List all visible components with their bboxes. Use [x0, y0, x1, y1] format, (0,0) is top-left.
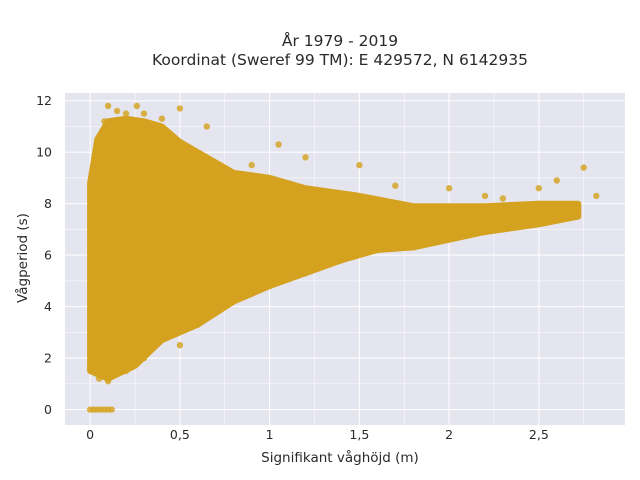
- data-point: [176, 342, 184, 349]
- data-points: [86, 102, 600, 413]
- x-tick-label: 0: [86, 427, 94, 442]
- data-point: [92, 226, 99, 233]
- y-tick-label: 4: [44, 299, 52, 314]
- data-point: [104, 378, 112, 385]
- y-tick-labels: 0 2 4 6 8 10 12: [36, 93, 52, 417]
- data-point: [95, 174, 103, 182]
- data-point: [356, 161, 363, 169]
- data-point: [445, 233, 453, 241]
- x-tick-label: 0,5: [170, 427, 190, 442]
- data-point: [266, 282, 273, 290]
- data-point: [374, 246, 381, 254]
- x-axis-title: Signifikant våghöjd (m): [261, 449, 419, 466]
- data-point: [410, 244, 417, 251]
- data-point: [108, 406, 115, 413]
- chart-title-line1: År 1979 - 2019: [282, 31, 398, 50]
- data-point: [176, 105, 184, 112]
- x-tick-label: 2,5: [529, 427, 549, 442]
- data-point: [194, 321, 201, 328]
- data-point: [140, 354, 148, 362]
- data-point: [140, 110, 148, 117]
- point-density-region: [87, 115, 582, 382]
- data-point: [445, 185, 453, 192]
- y-tick-label: 10: [36, 145, 52, 160]
- data-point: [158, 336, 166, 344]
- x-tick-label: 1: [266, 427, 274, 442]
- data-point: [101, 118, 108, 125]
- data-point: [535, 218, 542, 225]
- x-tick-label: 2: [445, 427, 453, 442]
- data-point: [95, 375, 103, 382]
- data-point: [122, 367, 130, 375]
- data-point: [553, 177, 560, 184]
- x-tick-label: 1,5: [349, 427, 369, 442]
- data-density: [87, 115, 582, 382]
- data-point: [302, 270, 309, 277]
- data-point: [104, 102, 112, 110]
- data-point: [113, 107, 121, 115]
- data-point: [230, 298, 237, 305]
- data-point: [481, 228, 489, 236]
- data-point: [90, 298, 97, 305]
- data-point: [481, 192, 489, 200]
- data-point: [122, 110, 130, 117]
- data-point: [302, 154, 309, 161]
- data-point: [593, 192, 600, 200]
- x-tick-labels: 0 0,5 1 1,5 2 2,5: [86, 427, 549, 442]
- chart-title-line2: Koordinat (Sweref 99 TM): E 429572, N 61…: [152, 51, 528, 69]
- data-point: [275, 141, 282, 148]
- data-point: [86, 365, 94, 372]
- y-tick-label: 6: [44, 248, 52, 263]
- data-point: [158, 115, 166, 122]
- data-point: [499, 195, 507, 202]
- y-axis-title: Vågperiod (s): [14, 213, 31, 303]
- data-point: [248, 161, 255, 169]
- y-tick-label: 0: [44, 402, 52, 417]
- y-tick-label: 2: [44, 351, 52, 366]
- data-point: [203, 123, 210, 130]
- data-point: [535, 185, 542, 192]
- y-tick-label: 12: [36, 93, 52, 108]
- y-tick-label: 8: [44, 196, 52, 211]
- data-point: [571, 210, 578, 218]
- data-point: [338, 257, 345, 264]
- data-point: [392, 182, 399, 189]
- data-point: [212, 308, 219, 315]
- data-point: [133, 102, 140, 110]
- data-point: [580, 164, 587, 171]
